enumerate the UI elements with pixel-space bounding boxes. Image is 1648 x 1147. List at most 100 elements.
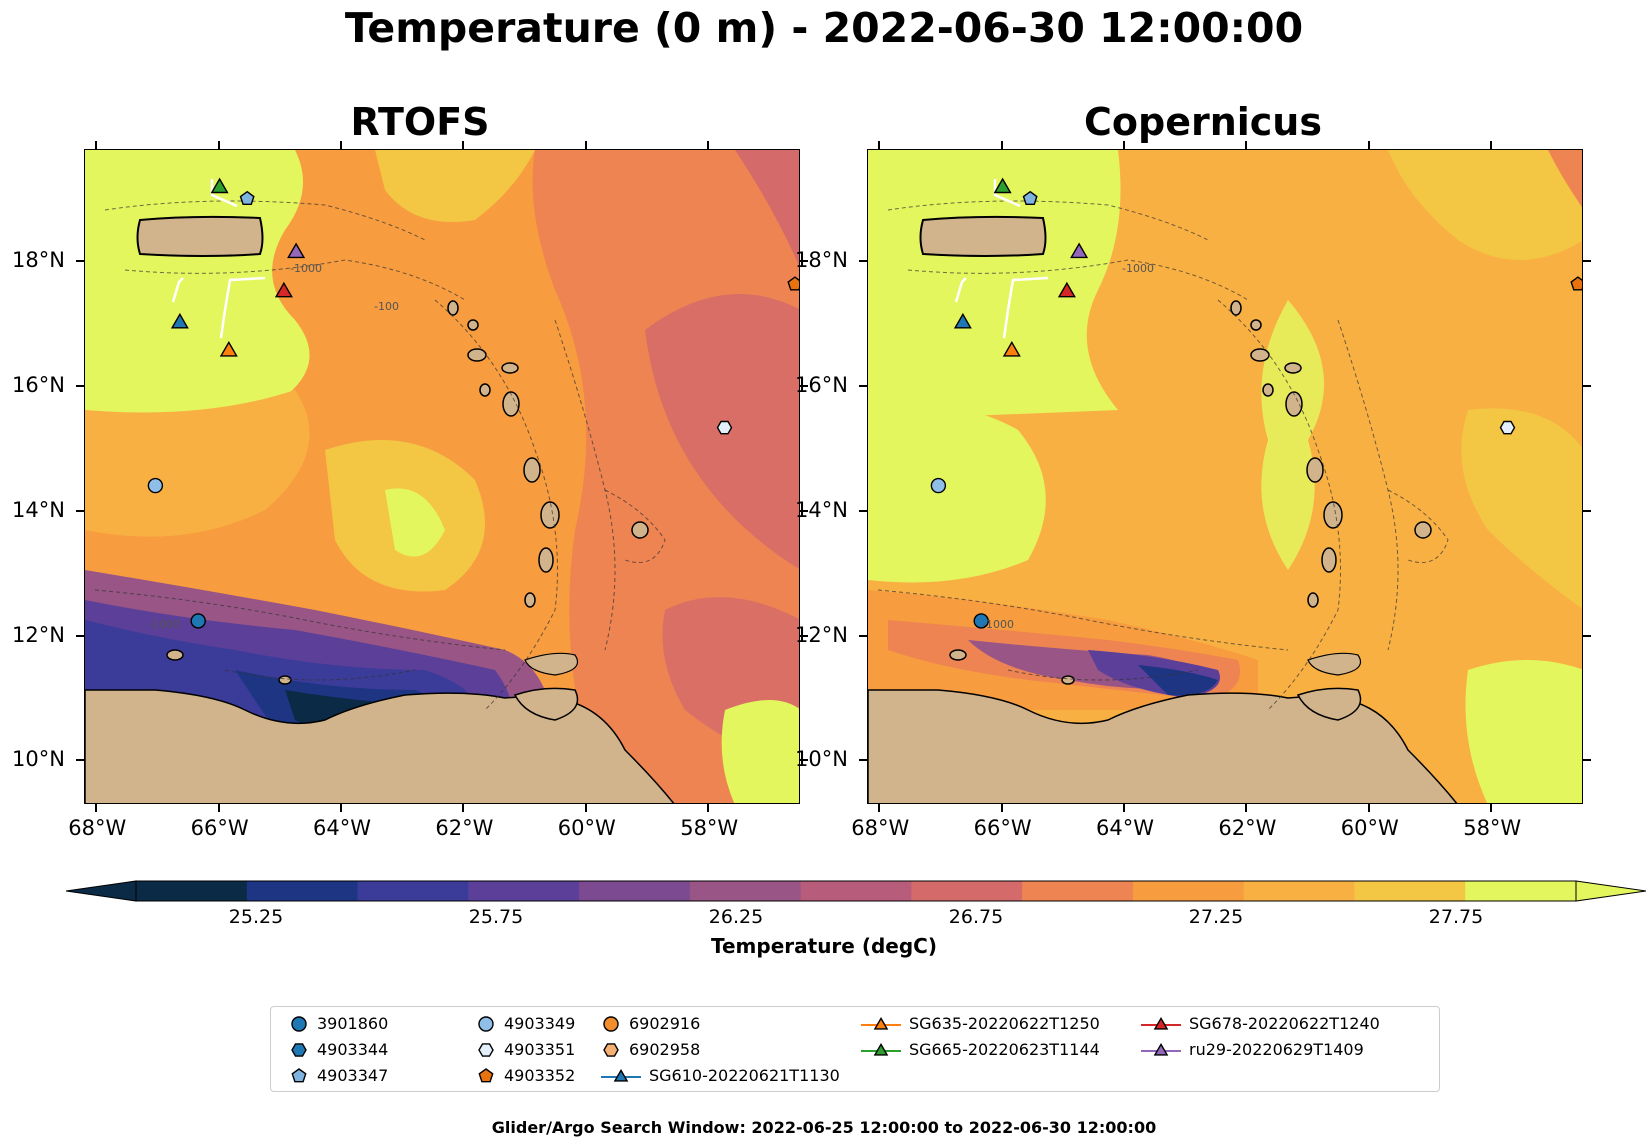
obs-marker-4903349 [147, 477, 164, 494]
y-tick-label: 18°N [12, 248, 65, 273]
legend-item: 4903347 [289, 1065, 388, 1085]
y-tick-mark [76, 509, 84, 512]
x-tick-label: 62°W [1218, 816, 1277, 840]
legend-label: SG665-20220623T1144 [909, 1039, 1100, 1059]
legend-label: 4903344 [317, 1039, 389, 1059]
rtofs-observation-markers [147, 177, 799, 629]
colorbar-title: Temperature (degC) [711, 934, 937, 958]
colorbar-tick-label: 25.25 [228, 906, 284, 928]
colorbar-segment [689, 881, 802, 901]
search-window-caption: Glider/Argo Search Window: 2022-06-25 12… [491, 1118, 1157, 1137]
legend-marker [873, 1017, 889, 1030]
legend-label: ru29-20220629T1409 [1189, 1039, 1364, 1059]
colorbar-segment [1132, 881, 1245, 901]
obs-marker-SG678-20220622T1240 [1057, 281, 1076, 298]
obs-marker-4903351 [716, 420, 733, 435]
y-tick-mark [800, 759, 808, 762]
legend-item: 4903352 [476, 1065, 575, 1085]
x-tick-label: 64°W [1096, 816, 1155, 840]
y-tick-mark [1583, 260, 1591, 263]
obs-marker-SG635-20220622T1250 [1002, 341, 1021, 357]
legend-marker [613, 1069, 629, 1082]
copernicus-bathymetry-contours [877, 200, 1449, 711]
y-tick-mark [859, 509, 867, 512]
y-tick-label: 12°N [795, 622, 848, 647]
rtofs-contour-label-1000-south: -1000 [148, 618, 180, 631]
x-tick-label: 66°W [973, 816, 1032, 840]
legend-label: 4903352 [504, 1065, 576, 1085]
x-tick-mark [462, 141, 465, 149]
obs-marker-4903352 [787, 276, 799, 291]
x-tick-mark [1490, 804, 1493, 812]
y-tick-mark [1583, 385, 1591, 388]
legend-item: 6902916 [601, 1013, 700, 1033]
legend-label: SG678-20220622T1240 [1189, 1013, 1380, 1033]
x-tick-mark [340, 804, 343, 812]
y-tick-mark [800, 260, 808, 263]
x-tick-label: 62°W [435, 816, 494, 840]
legend-marker [478, 1068, 494, 1083]
legend-marker [603, 1043, 619, 1057]
x-tick-mark [1367, 804, 1370, 812]
rtofs-bathymetry-contours [94, 200, 666, 711]
y-tick-mark [76, 634, 84, 637]
legend-marker [873, 1043, 889, 1056]
x-tick-mark [95, 804, 98, 812]
legend-marker [1153, 1017, 1169, 1030]
x-tick-mark [1245, 804, 1248, 812]
x-tick-mark [584, 141, 587, 149]
obs-marker-SG678-20220622T1240 [274, 281, 293, 298]
x-tick-label: 64°W [313, 816, 372, 840]
legend-label: 6902916 [629, 1013, 701, 1033]
x-tick-mark [1245, 141, 1248, 149]
obs-marker-SG635-20220622T1250 [219, 341, 238, 357]
figure-title: Temperature (0 m) - 2022-06-30 12:00:00 [344, 4, 1304, 52]
x-tick-mark [878, 804, 881, 812]
colorbar-tick-label: 25.75 [468, 906, 524, 928]
legend-item: SG665-20220623T1144 [861, 1039, 1100, 1059]
legend: 3901860 4903344 4903347 4903349 4903351 49033… [270, 1006, 1440, 1092]
colorbar-min-extend [66, 880, 137, 902]
y-tick-label: 12°N [12, 622, 65, 647]
copernicus-contour-label-1000: -1000 [1122, 262, 1154, 275]
legend-marker [603, 1016, 619, 1032]
legend-item: 4903344 [289, 1039, 388, 1059]
legend-marker [291, 1043, 307, 1057]
copernicus-map [867, 149, 1583, 804]
y-tick-label: 16°N [12, 373, 65, 398]
copernicus-glider-tracks [954, 179, 1049, 339]
x-tick-mark [1000, 141, 1003, 149]
x-tick-mark [1367, 141, 1370, 149]
colorbar [66, 880, 1646, 902]
obs-marker-SG665-20220623T1144 [210, 177, 229, 194]
rtofs-lesser-antilles [166, 300, 649, 685]
legend-label: 4903347 [317, 1065, 389, 1085]
colorbar-segment [1465, 881, 1577, 901]
rtofs-puerto-rico [136, 215, 264, 257]
x-tick-mark [707, 141, 710, 149]
colorbar-segment [1354, 881, 1466, 901]
legend-label: SG610-20220621T1130 [649, 1065, 840, 1085]
y-tick-label: 10°N [795, 747, 848, 772]
y-tick-label: 14°N [12, 497, 65, 522]
y-tick-mark [800, 385, 808, 388]
obs-marker-4903351 [1499, 420, 1516, 435]
x-tick-label: 58°W [1463, 816, 1522, 840]
x-tick-label: 68°W [68, 816, 127, 840]
colorbar-segment [911, 881, 1023, 901]
colorbar-segment [800, 881, 912, 901]
colorbar-segment [246, 881, 359, 901]
x-tick-label: 68°W [851, 816, 910, 840]
legend-marker [291, 1068, 307, 1083]
y-tick-label: 14°N [795, 497, 848, 522]
y-tick-mark [859, 260, 867, 263]
colorbar-tick-label: 26.25 [708, 906, 764, 928]
legend-label: 3901860 [317, 1013, 389, 1033]
colorbar-tick-label: 27.25 [1188, 906, 1244, 928]
x-tick-mark [707, 804, 710, 812]
x-tick-mark [1490, 141, 1493, 149]
copernicus-contour-label-1000-south: -1000 [982, 618, 1014, 631]
obs-marker-3901860 [973, 613, 989, 629]
rtofs-contour-label-1000: -1000 [290, 262, 322, 275]
colorbar-segment [357, 881, 469, 901]
